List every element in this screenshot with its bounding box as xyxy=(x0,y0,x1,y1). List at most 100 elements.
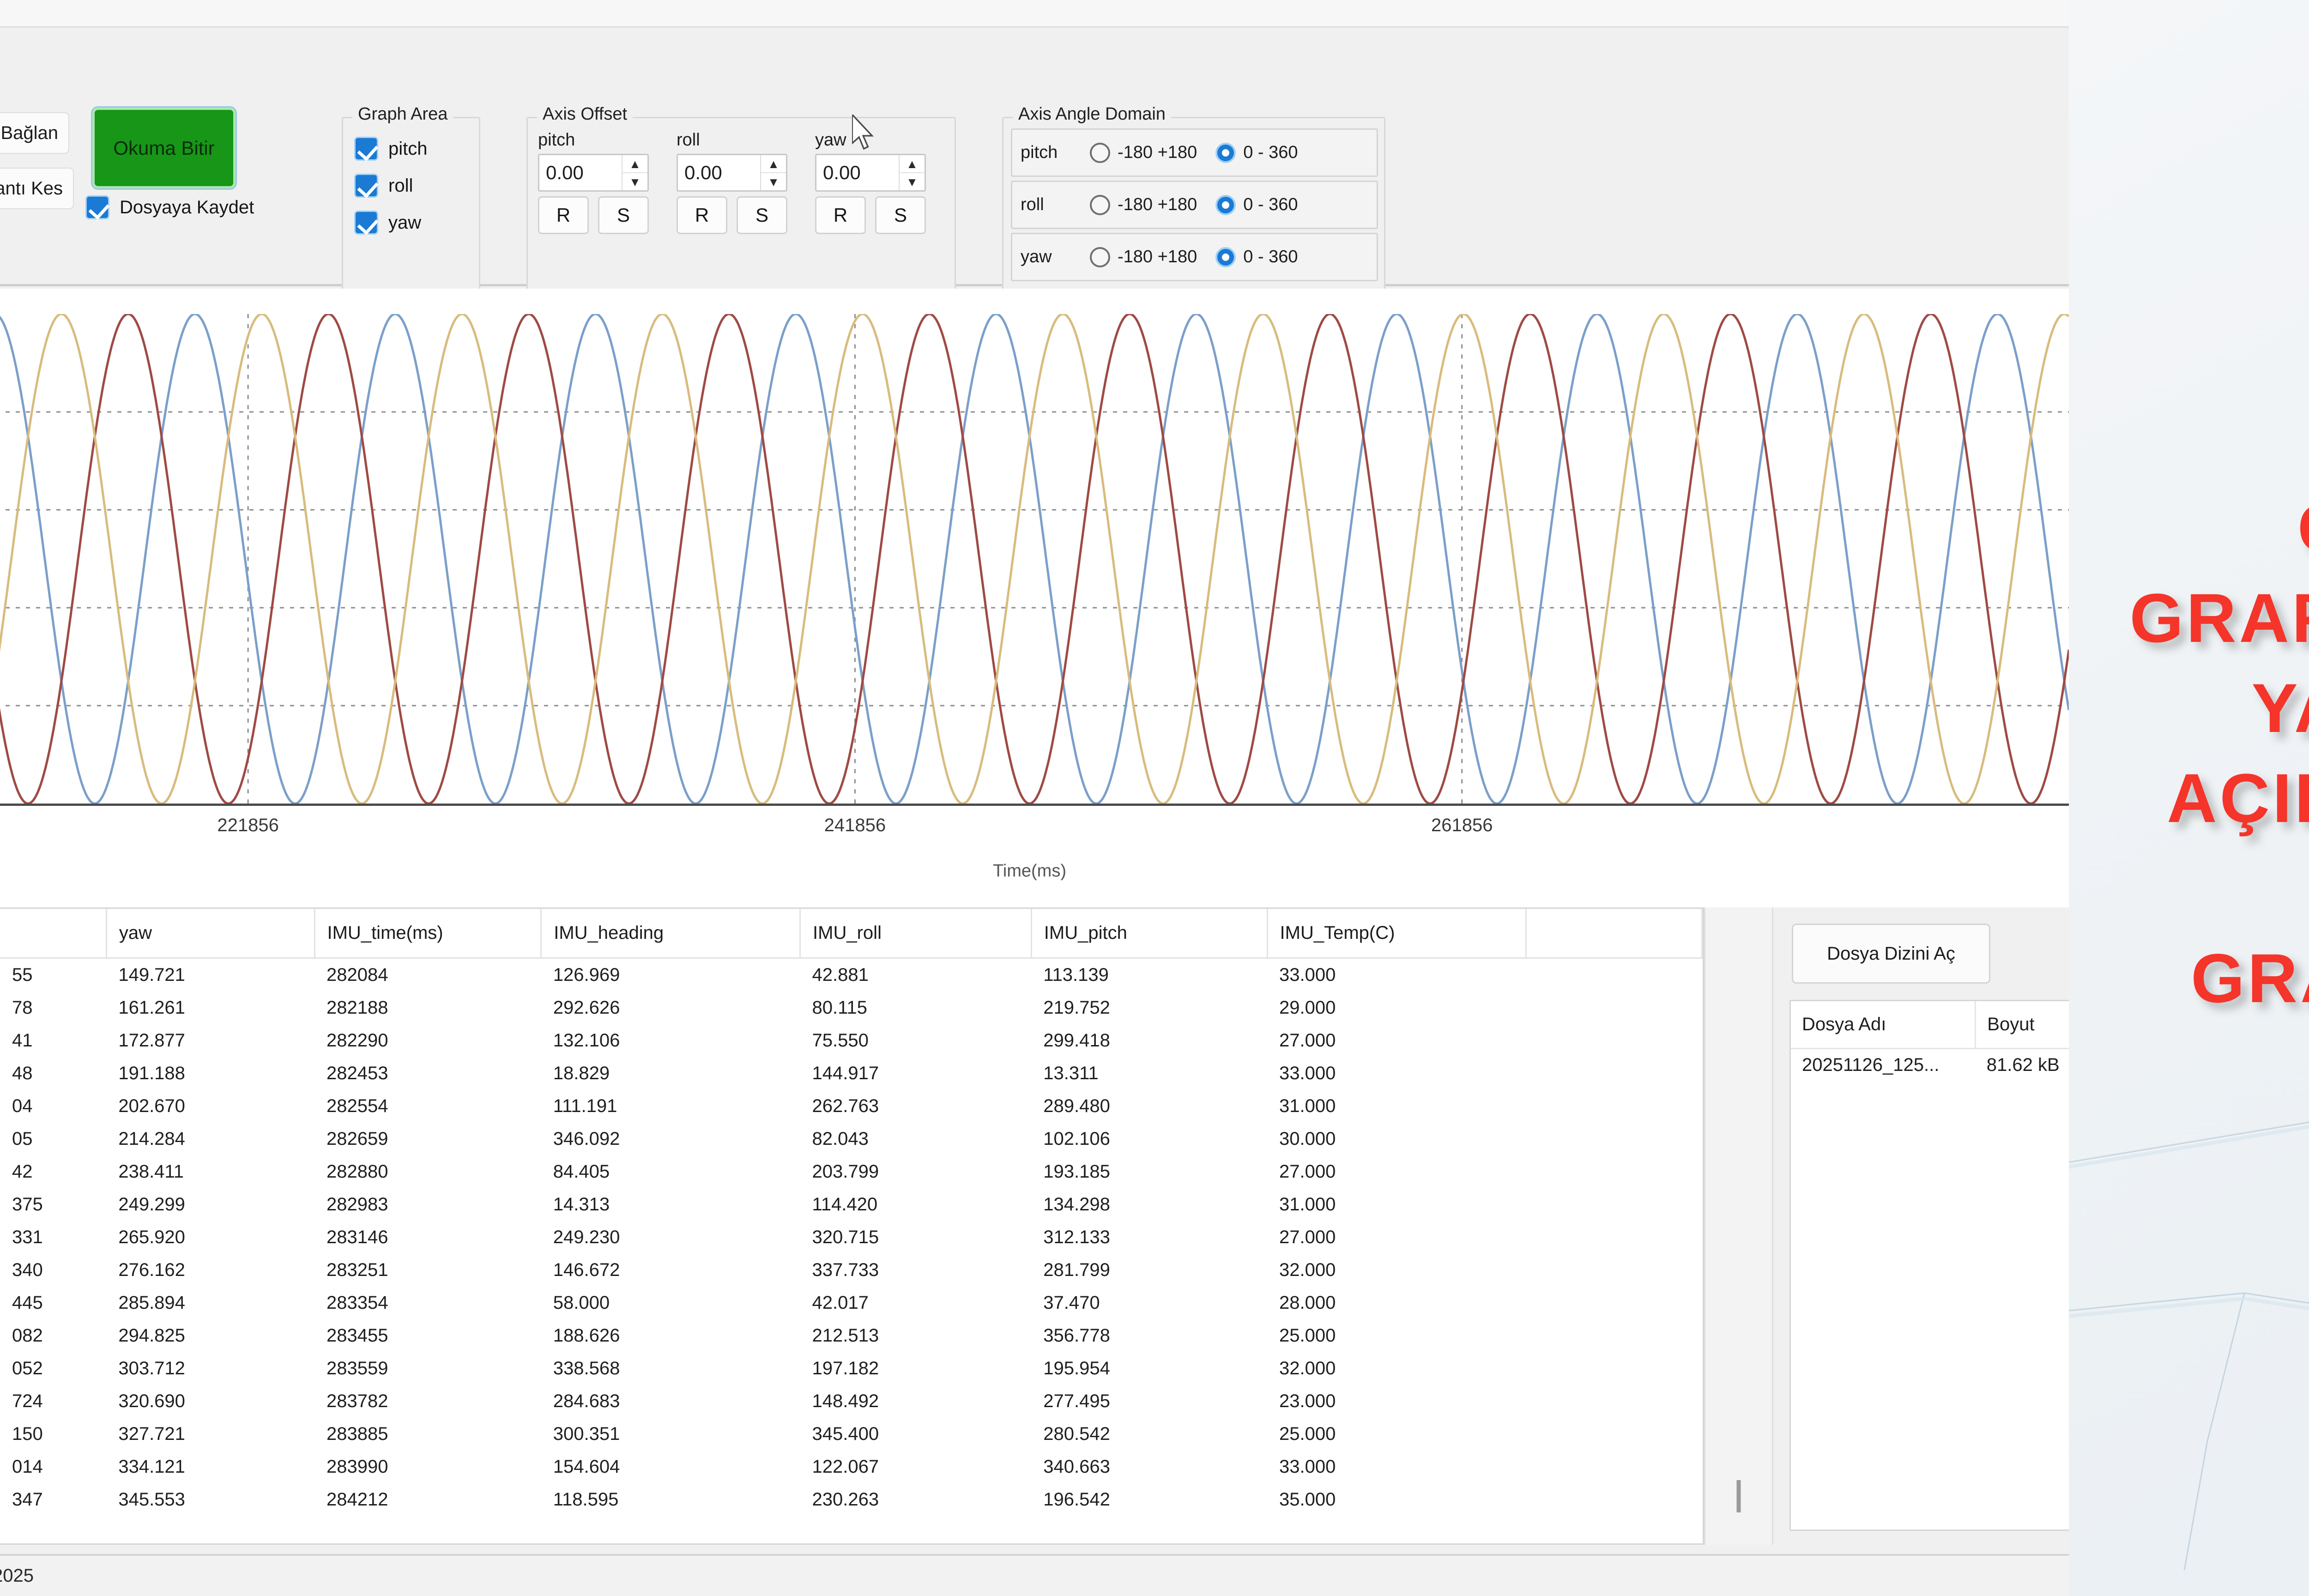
table-row[interactable]: 78 161.261 282188 292.626 80.115 219.752 29.00… xyxy=(0,991,1702,1024)
table-cell-3: 126.969 xyxy=(553,965,620,985)
table-row[interactable]: 55 149.721 282084 126.969 42.881 113.139 33.00… xyxy=(0,958,1702,992)
table-cell-4: 337.733 xyxy=(812,1260,879,1280)
axis-offset-spinner-roll[interactable]: 0.00 ▲ ▼ xyxy=(677,154,787,192)
open-file-directory-button[interactable]: Dosya Dizini Aç xyxy=(1792,924,1990,984)
table-row[interactable]: 082 294.825 283455 188.626 212.513 356.778 25.… xyxy=(0,1319,1702,1352)
table-row[interactable]: 150 327.721 283885 300.351 345.400 280.542 25.… xyxy=(0,1418,1702,1451)
file-header-name[interactable]: Dosya Adı xyxy=(1791,1001,1977,1049)
spinner-up-icon[interactable]: ▲ xyxy=(761,155,786,173)
table-row[interactable]: 331 265.920 283146 249.230 320.715 312.133 27.… xyxy=(0,1221,1702,1254)
file-header-size[interactable]: Boyut xyxy=(1975,1001,2069,1049)
axis-offset-spinner-yaw[interactable]: 0.00 ▲ ▼ xyxy=(815,154,926,192)
axis-offset-spinner-pitch[interactable]: 0.00 ▲ ▼ xyxy=(538,154,649,192)
table-row[interactable]: 42 238.411 282880 84.405 203.799 193.185 27.00… xyxy=(0,1155,1702,1188)
stop-reading-button[interactable]: Okuma Bitir xyxy=(91,106,237,190)
table-header-0[interactable] xyxy=(0,909,107,959)
table-cell-7 xyxy=(1526,991,1702,1024)
table-header-imu-temp[interactable]: IMU_Temp(C) xyxy=(1267,909,1527,959)
table-row[interactable]: 340 276.162 283251 146.672 337.733 281.799 32.… xyxy=(0,1254,1702,1287)
table-cell-0: 340 xyxy=(12,1260,43,1280)
table-cell-6: 25.000 xyxy=(1279,1424,1336,1444)
radio-pitch-360-selected[interactable] xyxy=(1215,142,1236,163)
table-row[interactable]: 052 303.712 283559 338.568 197.182 195.954 32.… xyxy=(0,1352,1702,1385)
table-row[interactable]: 724 320.690 283782 284.683 148.492 277.495 23.… xyxy=(0,1385,1702,1418)
table-cell-5: 196.542 xyxy=(1043,1489,1110,1510)
table-row[interactable]: 04 202.670 282554 111.191 262.763 289.480 31.0… xyxy=(0,1090,1702,1123)
spinner-arrows[interactable]: ▲ ▼ xyxy=(899,155,925,190)
axis-offset-reset-yaw[interactable]: R xyxy=(815,196,866,234)
table-header-imu-roll[interactable]: IMU_roll xyxy=(800,909,1032,959)
table-cell-5: 299.418 xyxy=(1043,1030,1110,1051)
domain-option-a-pitch: -180 +180 xyxy=(1118,143,1197,162)
splitter-handle-icon[interactable] xyxy=(1736,1480,1741,1512)
axis-offset-reset-roll[interactable]: R xyxy=(677,196,727,234)
table-cell-2: 282554 xyxy=(326,1096,388,1116)
disconnect-button[interactable]: Bağlantı Kes xyxy=(0,168,74,209)
graph-area-checkbox-yaw[interactable]: yaw xyxy=(354,211,421,235)
table-cell-0: 150 xyxy=(12,1424,43,1444)
table-cell-6: 28.000 xyxy=(1279,1293,1336,1313)
axis-offset-set-yaw[interactable]: S xyxy=(875,196,926,234)
axis-offset-label-pitch: pitch xyxy=(538,130,575,150)
table-row[interactable]: 347 345.553 284212 118.595 230.263 196.542 35.… xyxy=(0,1483,1702,1516)
graph-area-checkbox-roll[interactable]: roll xyxy=(354,174,413,198)
background-texture xyxy=(2069,0,2309,1596)
spinner-down-icon[interactable]: ▼ xyxy=(906,175,918,189)
axis-offset-reset-pitch[interactable]: R xyxy=(538,196,589,234)
table-cell-6: 33.000 xyxy=(1279,965,1336,985)
table-header-7[interactable] xyxy=(1526,909,1703,959)
spinner-arrows[interactable]: ▲ ▼ xyxy=(622,155,647,190)
spinner-down-icon[interactable]: ▼ xyxy=(629,175,641,189)
axis-offset-set-roll[interactable]: S xyxy=(737,196,787,234)
table-cell-2: 282659 xyxy=(326,1129,388,1149)
data-table-container[interactable]: yaw IMU_time(ms) IMU_heading IMU_roll IM… xyxy=(0,907,1704,1545)
table-cell-7 xyxy=(1526,1451,1702,1483)
radio-yaw-180[interactable] xyxy=(1090,247,1110,267)
radio-yaw-360-selected[interactable] xyxy=(1215,247,1236,267)
panel-splitter[interactable] xyxy=(1704,907,1773,1545)
domain-label-yaw: yaw xyxy=(1021,247,1052,266)
table-row[interactable]: 41 172.877 282290 132.106 75.550 299.418 27.00… xyxy=(0,1024,1702,1057)
axis-offset-set-pitch[interactable]: S xyxy=(598,196,649,234)
spinner-up-icon[interactable]: ▲ xyxy=(623,155,647,173)
file-panel: Dosya Dizini Aç Dosya Adı Boyut 20251126… xyxy=(1776,907,2069,1545)
table-cell-2: 282983 xyxy=(326,1194,388,1215)
chart-series-roll xyxy=(0,314,2069,804)
table-cell-2: 283559 xyxy=(326,1358,388,1378)
table-row[interactable]: 05 214.284 282659 346.092 82.043 102.106 30.00… xyxy=(0,1123,1702,1155)
table-cell-5: 281.799 xyxy=(1043,1260,1110,1280)
spinner-arrows[interactable]: ▲ ▼ xyxy=(760,155,786,190)
save-to-file-checkbox[interactable]: Dosyaya Kaydet xyxy=(85,195,254,219)
radio-roll-180[interactable] xyxy=(1090,194,1110,215)
table-row[interactable]: 014 334.121 283990 154.604 122.067 340.663 33.… xyxy=(0,1451,1702,1483)
table-cell-6: 33.000 xyxy=(1279,1063,1336,1083)
table-header-imu-time[interactable]: IMU_time(ms) xyxy=(314,909,542,959)
radio-roll-360-selected[interactable] xyxy=(1215,194,1236,215)
table-cell-4: 122.067 xyxy=(812,1457,879,1477)
connect-button[interactable]: Bağlan xyxy=(0,112,69,154)
axis-offset-column-pitch: pitch 0.00 ▲ ▼ R S xyxy=(538,130,649,234)
spinner-up-icon[interactable]: ▲ xyxy=(900,155,925,173)
table-row[interactable]: 48 191.188 282453 18.829 144.917 13.311 33.000 xyxy=(0,1057,1702,1090)
table-cell-4: 230.263 xyxy=(812,1489,879,1510)
table-row[interactable]: 445 285.894 283354 58.000 42.017 37.470 28.000 xyxy=(0,1287,1702,1319)
table-header-imu-pitch[interactable]: IMU_pitch xyxy=(1031,909,1268,959)
table-header-yaw[interactable]: yaw xyxy=(106,909,315,959)
spinner-down-icon[interactable]: ▼ xyxy=(768,175,780,189)
table-cell-3: 146.672 xyxy=(553,1260,620,1280)
table-cell-2: 282084 xyxy=(326,965,388,985)
table-cell-7 xyxy=(1526,1254,1702,1287)
radio-pitch-180[interactable] xyxy=(1090,142,1110,163)
table-cell-3: 292.626 xyxy=(553,998,620,1018)
graph-area-checkbox-pitch[interactable]: pitch xyxy=(354,137,428,161)
table-cell-4: 148.492 xyxy=(812,1391,879,1411)
table-header-imu-heading[interactable]: IMU_heading xyxy=(541,909,801,959)
table-cell-0: 05 xyxy=(12,1129,33,1149)
file-list-item[interactable]: 20251126_125... 81.62 kB xyxy=(1791,1049,2069,1082)
table-cell-7 xyxy=(1526,1352,1702,1385)
axis-angle-domain-group: Axis Angle Domain pitch -180 +180 0 - 36… xyxy=(1002,104,1385,297)
table-row[interactable]: 375 249.299 282983 14.313 114.420 134.298 31.0… xyxy=(0,1188,1702,1221)
table-cell-1: 238.411 xyxy=(118,1161,184,1182)
file-list-container[interactable]: Dosya Adı Boyut 20251126_125... 81.62 kB xyxy=(1789,1000,2069,1531)
chart-plot-area[interactable] xyxy=(0,314,2069,806)
